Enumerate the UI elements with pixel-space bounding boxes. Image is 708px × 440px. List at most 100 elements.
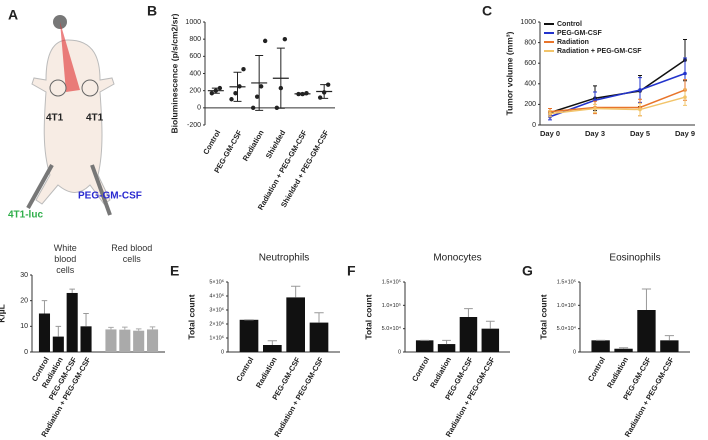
y-tick-label: 600 — [189, 53, 201, 60]
chart-title: Eosinophils — [609, 253, 660, 264]
point — [274, 105, 280, 111]
error-bar — [593, 103, 597, 114]
y-tick-label: 30 — [20, 272, 28, 279]
x-tick-label: Control — [234, 355, 255, 383]
series-line — [549, 59, 686, 114]
series-line — [549, 89, 686, 113]
bar — [239, 319, 259, 352]
panel-letter: A — [8, 7, 18, 23]
y-tick-label: 1000 — [185, 19, 201, 26]
error-bar — [122, 326, 128, 330]
mouse-diagram: A 4T1 4T1 4T1-luc PEG-GM-CSF — [8, 7, 142, 221]
error-bar — [69, 288, 75, 293]
bar — [146, 329, 159, 352]
y-tick-label: 600 — [524, 60, 536, 67]
x-tick-label: Shielded — [264, 128, 288, 160]
error-bar — [485, 320, 495, 329]
y-tick-label: 3×10⁶ — [209, 306, 224, 313]
y-tick-label: 1×10⁶ — [209, 334, 224, 341]
bar — [80, 326, 92, 352]
series-line — [549, 96, 686, 115]
legend-label: Radiation + PEG-GM-CSF — [557, 48, 642, 55]
bar — [119, 329, 131, 352]
bar — [52, 336, 64, 352]
legend-label: Radiation — [557, 39, 589, 46]
legend-label: PEG-GM-CSF — [557, 30, 602, 37]
label: PEG-GM-CSF — [78, 191, 142, 202]
y-tick-label: 400 — [189, 70, 201, 77]
error-bar — [83, 313, 89, 327]
error-bar — [641, 288, 652, 310]
point — [317, 95, 323, 100]
bar — [437, 344, 456, 352]
error-bar — [255, 54, 264, 111]
group-label: White blood cells — [53, 243, 77, 275]
x-tick-label: Control — [586, 355, 607, 383]
panel-letter: C — [482, 3, 492, 19]
y-tick-label: 5×10⁶ — [209, 278, 224, 285]
y-tick-label: 400 — [524, 81, 536, 88]
error-bar — [211, 87, 220, 94]
error-bar — [638, 102, 642, 117]
panel-letter: F — [347, 263, 356, 279]
y-axis-label: Bioluminescence (p/s/cm2/sr) — [169, 13, 179, 133]
bar — [415, 340, 434, 352]
point — [262, 38, 268, 44]
x-tick-label: Day 3 — [585, 129, 605, 138]
y-tick-label: 1.5×10⁵ — [382, 278, 401, 285]
point — [241, 67, 246, 72]
x-tick-label: Day 5 — [630, 129, 650, 138]
point — [233, 91, 238, 96]
error-bar — [149, 326, 156, 330]
y-axis-label: Total count — [538, 294, 548, 339]
y-tick-label: 4×10⁶ — [209, 292, 224, 299]
y-tick-label: 5.0×10⁴ — [557, 325, 577, 332]
bar — [105, 329, 117, 352]
y-tick-label: 0 — [24, 349, 28, 356]
tumor — [81, 79, 99, 97]
error-bar — [683, 88, 687, 106]
bar — [66, 292, 78, 352]
y-tick-label: 5.0×10⁴ — [382, 325, 402, 332]
panel-letter: G — [522, 263, 533, 279]
error-bar — [55, 325, 62, 337]
y-tick-label: 2×10⁶ — [209, 320, 224, 327]
chart-title: Neutrophils — [259, 253, 310, 264]
y-tick-label: 800 — [524, 39, 536, 46]
panel-letter: B — [147, 3, 157, 19]
bar — [38, 313, 51, 352]
y-tick-label: 1.5×10⁵ — [557, 278, 576, 285]
y-axis-label: K/µL — [0, 304, 6, 323]
panel-letter: E — [170, 263, 179, 279]
syringe — [90, 164, 112, 216]
light-beam — [60, 22, 80, 92]
y-tick-label: 800 — [189, 36, 201, 43]
error-bar — [276, 47, 285, 109]
error-bar — [664, 335, 674, 341]
series-line — [549, 72, 686, 118]
point — [250, 105, 256, 111]
error-bar — [618, 347, 629, 349]
y-tick-label: -200 — [187, 122, 201, 129]
error-bar — [464, 308, 473, 317]
y-tick-label: 1.0×10⁵ — [557, 302, 576, 309]
y-tick-label: 0 — [197, 105, 201, 112]
error-bar — [314, 312, 324, 323]
error-bar — [135, 328, 142, 331]
x-tick-label: Control — [201, 128, 222, 156]
y-tick-label: 0 — [532, 122, 536, 129]
label: 4T1-luc — [8, 210, 43, 221]
bar — [286, 297, 305, 352]
error-bar — [298, 92, 307, 96]
x-tick-label: Day 0 — [540, 129, 560, 138]
bar — [133, 330, 145, 352]
label: 4T1 — [46, 113, 64, 124]
bar — [459, 317, 478, 352]
tumor — [49, 79, 67, 97]
legend-label: Control — [557, 21, 582, 28]
bar — [660, 340, 679, 352]
x-tick-label: Radiation — [241, 128, 266, 162]
x-tick-label: Radiation — [605, 355, 630, 389]
